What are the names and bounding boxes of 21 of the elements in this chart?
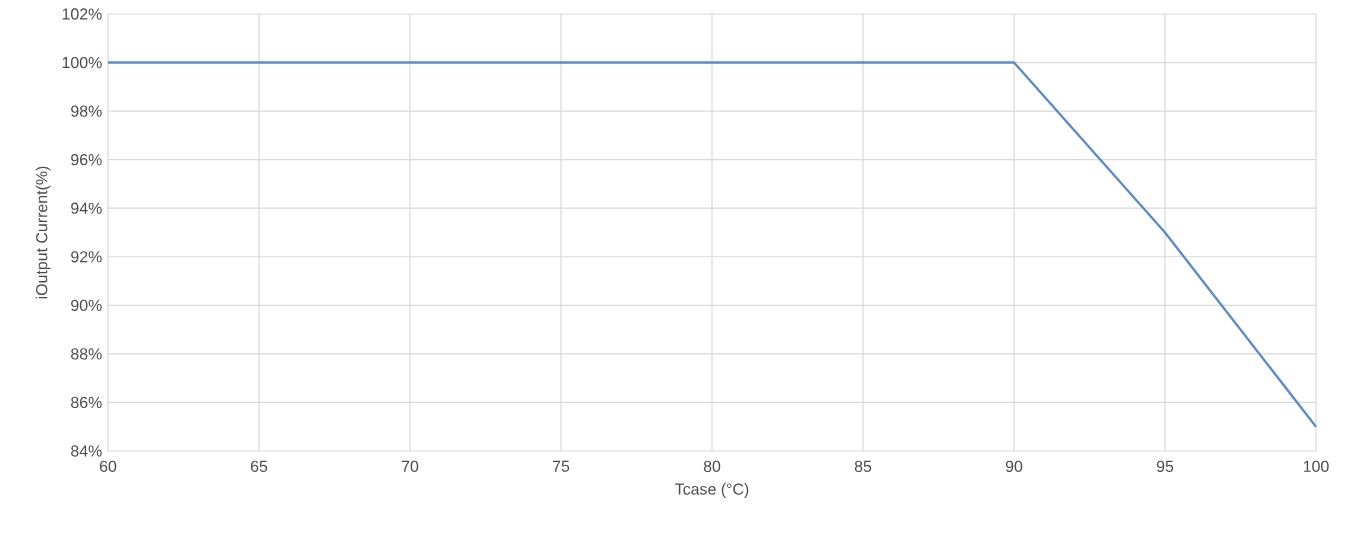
y-tick-label: 90% — [71, 299, 102, 311]
y-tick-label: 86% — [71, 396, 102, 409]
y-tick-label: 94% — [71, 202, 102, 214]
y-tick-label: 92% — [71, 251, 102, 263]
x-axis-title: Tcase (°C) — [675, 483, 749, 498]
y-tick-label: 84% — [71, 445, 102, 457]
y-axis-title: iOutput Current(%) — [35, 166, 51, 299]
x-tick-label: 75 — [552, 460, 570, 472]
y-tick-label: 98% — [71, 105, 102, 117]
y-tick-label: 96% — [71, 154, 102, 166]
x-tick-label: 65 — [250, 460, 268, 472]
y-tick-label: 100% — [62, 56, 102, 69]
x-tick-label: 100 — [1303, 460, 1329, 472]
x-tick-label: 90 — [1005, 460, 1023, 472]
y-tick-label: 102% — [62, 8, 102, 20]
x-tick-label: 95 — [1156, 460, 1174, 472]
x-tick-label: 70 — [401, 460, 419, 472]
x-tick-label: 85 — [854, 460, 872, 472]
y-tick-label: 88% — [71, 348, 102, 360]
x-tick-label: 60 — [99, 460, 117, 472]
x-tick-label: 80 — [703, 460, 721, 472]
